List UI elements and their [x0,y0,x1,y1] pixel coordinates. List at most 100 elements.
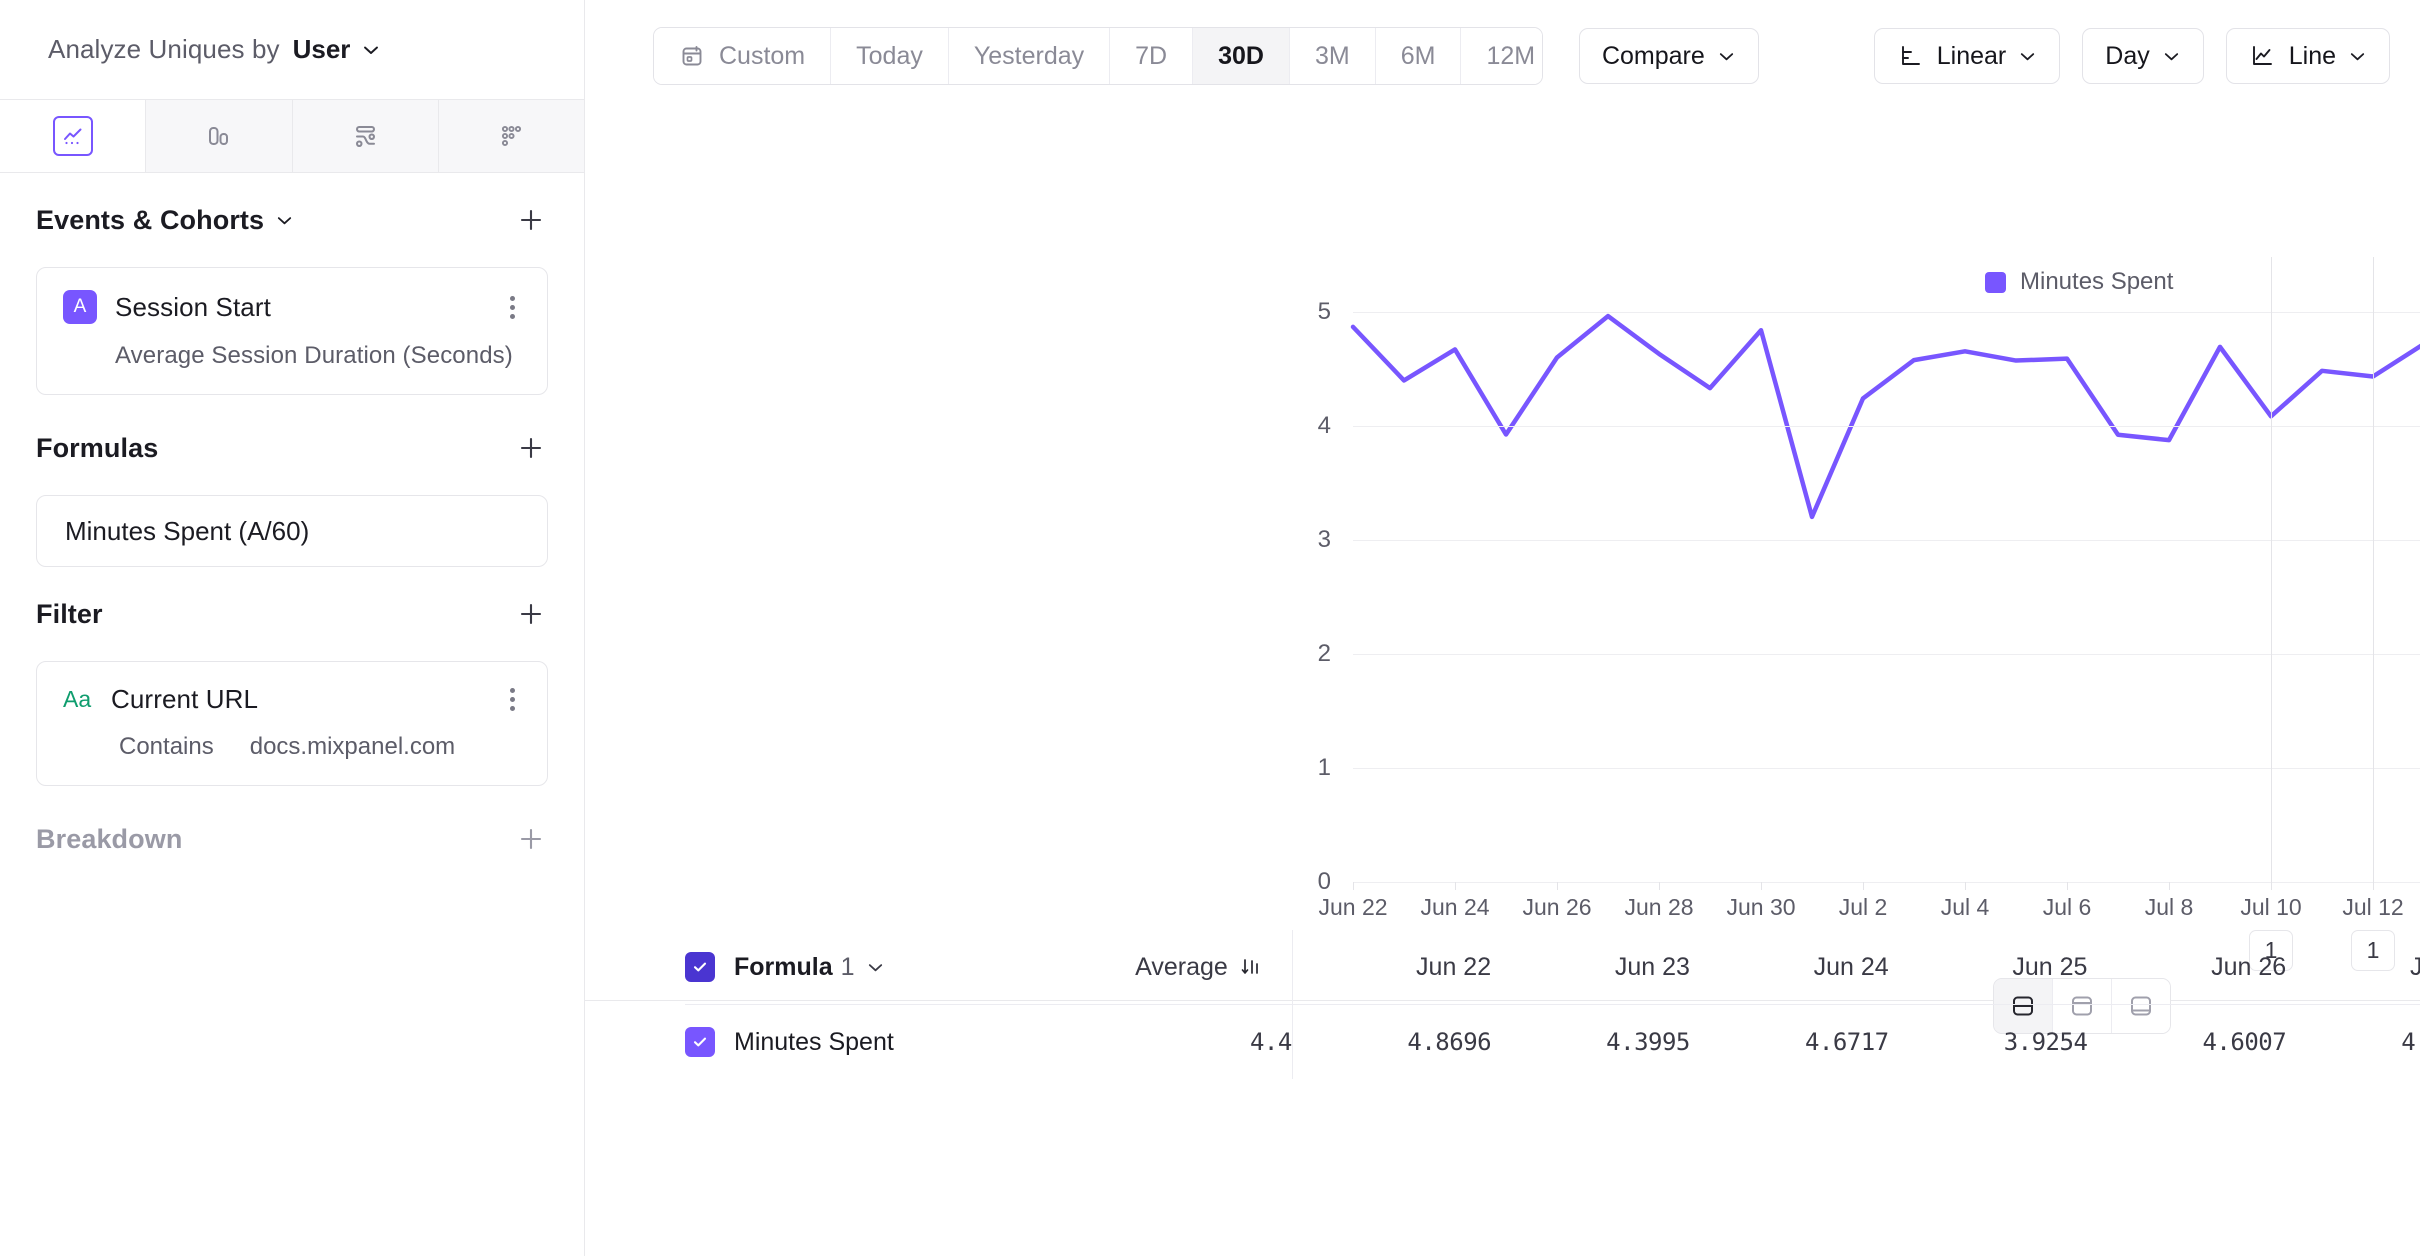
date-range-custom-label: Custom [719,41,806,70]
y-axis-tick-label: 4 [1317,412,1331,439]
chart-gridline [1353,540,2420,541]
date-range-today[interactable]: Today [831,28,949,84]
tab-flows[interactable] [292,100,439,172]
table-row-label-cell: Minutes Spent [685,1005,1117,1080]
query-builder-sidebar: Analyze Uniques by User [0,0,585,1256]
data-table-area: Formula 1 Average [0,930,2420,1256]
table-cell-value: 3.9254 [2003,1028,2088,1056]
bar-chart-icon [199,116,239,156]
chart-gridline [1353,882,2420,883]
table-header-date[interactable]: Jun 26 [2087,930,2287,1005]
event-more-options-icon[interactable] [504,292,521,323]
tab-funnels[interactable] [146,100,293,172]
add-breakdown-button[interactable] [514,822,548,856]
event-name: Session Start [115,291,271,322]
date-range-12m[interactable]: 12M [1461,28,1542,84]
date-range-6m[interactable]: 6M [1375,28,1462,84]
x-axis-tick-label: Jul 4 [1940,894,1990,920]
table-header-date[interactable]: Jun 27 [2286,930,2420,1005]
date-range-3m[interactable]: 3M [1289,28,1376,84]
chart-annotation-line [2373,257,2374,882]
compare-label: Compare [1601,41,1705,70]
formula-card[interactable]: Minutes Spent (A/60) [36,495,548,567]
date-range-custom[interactable]: Custom [654,28,832,84]
calendar-icon [679,43,705,69]
x-axis-tick-label: Jun 28 [1624,894,1694,920]
table-header: Formula 1 Average [685,930,2420,1005]
table-header-date[interactable]: Jun 24 [1689,930,1889,1005]
events-cohorts-section-header: Events & Cohorts [36,173,548,267]
event-measure-label[interactable]: Average Session Duration (Seconds) [115,342,513,369]
event-letter-badge: A [63,290,97,324]
table-header-group[interactable]: Formula 1 [685,930,1117,1005]
interval-selector[interactable]: Day [2082,28,2204,84]
table-header-row: Formula 1 Average [685,930,2420,1005]
scale-selector[interactable]: Linear [1873,28,2061,84]
date-range-7d[interactable]: 7D [1110,28,1194,84]
filter-operator[interactable]: Contains [119,733,214,760]
chevron-down-icon [1717,47,1736,66]
report-toolbar: Custom Today Yesterday 7D 30D 3M 6M 12M … [585,0,2420,112]
x-axis-tick-label: Jun 26 [1522,894,1592,920]
filter-more-options-icon[interactable] [504,684,521,715]
filter-value[interactable]: docs.mixpanel.com [249,733,456,760]
formula-expression: Minutes Spent (A/60) [65,515,310,546]
date-range-30d[interactable]: 30D [1193,28,1290,84]
x-axis-tick [1455,882,1456,890]
formula-group-checkbox[interactable] [685,952,715,982]
table-cell-value: 4.8696 [1291,1004,1492,1079]
table-header-date[interactable]: Jun 25 [1888,930,2088,1005]
chevron-down-icon[interactable] [866,958,885,977]
series-visibility-checkbox[interactable] [685,1027,715,1057]
table-header-date[interactable]: Jun 22 [1291,930,1492,1005]
table-cell-value: 4.3995 [1606,1028,1690,1056]
chart-svg [1353,312,2420,882]
table-cell-value: 4.9640 [2401,1028,2420,1056]
x-axis-tick [1659,882,1660,890]
table-cell-average: 4.4 [1249,1028,1292,1056]
chart-gridline [1353,654,2420,655]
x-axis-tick [1761,882,1762,890]
filter-condition: Contains docs.mixpanel.com [119,733,521,761]
formulas-title: Formulas [36,432,159,463]
legend-color-swatch [1985,271,2006,293]
x-axis-tick-label: Jul 2 [1838,894,1888,920]
chart-type-label: Line [2288,41,2336,70]
tab-retention[interactable] [438,100,584,172]
table-row[interactable]: Minutes Spent 4.4 4.8696 4.3995 4.6717 3… [685,1004,2420,1080]
x-axis-tick [2067,882,2068,890]
add-filter-button[interactable] [514,597,548,631]
table-header-average[interactable]: Average [1116,930,1293,1005]
y-axis-tick-label: 3 [1317,526,1331,553]
analyze-measure-value[interactable]: User [292,34,351,64]
chart-type-selector[interactable]: Line [2225,28,2390,84]
filter-section-header: Filter [36,567,548,661]
add-event-button[interactable] [514,203,548,237]
line-chart-icon [52,116,93,156]
chevron-down-icon [2018,47,2037,66]
line-chart-plot[interactable]: 0 1 2 3 4 5 Jun 22 Jun 24 Jun 26 Jun 28 Jun 30 Jul … [1318,257,2420,971]
x-axis-tick [2169,882,2170,890]
formula-group-label: Formula [734,952,833,981]
analyze-label: Analyze Uniques by [48,34,280,64]
event-card-row: A Session Start [63,290,521,324]
filter-card-current-url[interactable]: Aa Current URL Contains docs.mixpanel.co… [36,661,548,786]
chevron-down-icon[interactable] [361,40,381,60]
y-axis-tick-label: 1 [1317,754,1331,781]
filter-card-row: Aa Current URL [63,684,521,715]
x-axis-tick [1353,882,1354,890]
tab-insights[interactable] [0,100,147,172]
x-axis-tick [1965,882,1966,890]
event-card-session-start[interactable]: A Session Start Average Session Duration… [36,267,548,395]
chevron-down-icon[interactable] [275,211,294,230]
formulas-section-header: Formulas [36,401,548,495]
series-name: Minutes Spent [734,1027,894,1056]
table-header-date[interactable]: Jun 23 [1491,930,1690,1005]
events-cohorts-title: Events & Cohorts [36,204,265,235]
compare-button[interactable]: Compare [1578,28,1759,84]
add-formula-button[interactable] [514,431,548,465]
chart-legend[interactable]: Minutes Spent [1985,268,2173,296]
date-range-yesterday[interactable]: Yesterday [948,28,1111,84]
x-axis-tick-label: Jun 30 [1726,894,1796,920]
y-axis-tick-label: 0 [1317,868,1331,895]
